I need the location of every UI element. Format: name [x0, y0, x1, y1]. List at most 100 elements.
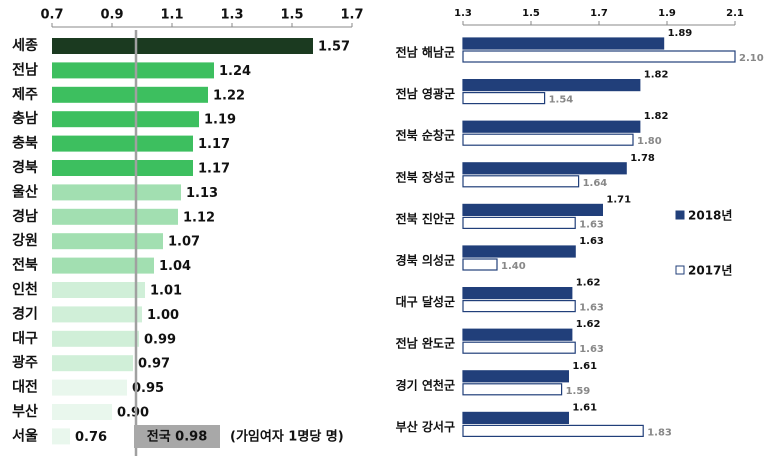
- value-label: 1.62: [576, 278, 601, 289]
- bar: [462, 287, 573, 300]
- x-tick-label: 1.1: [160, 8, 183, 23]
- category-label: 전북 장성군: [396, 169, 455, 184]
- value-label: 1.59: [566, 386, 591, 397]
- category-label: 세종: [12, 38, 38, 54]
- bar: [52, 208, 178, 225]
- value-label: 1.54: [549, 95, 574, 106]
- category-label: 대구: [12, 331, 38, 347]
- bar: [52, 111, 199, 128]
- bar: [52, 355, 133, 372]
- legend-swatch: [675, 210, 685, 220]
- category-label: 충북: [12, 136, 38, 152]
- bar: [462, 258, 498, 271]
- bar: [462, 203, 603, 216]
- category-label: 전북 진안군: [396, 211, 455, 226]
- x-tick-label: 2.1: [726, 8, 744, 19]
- bar: [52, 330, 139, 347]
- bar: [52, 233, 163, 250]
- value-label: 1.78: [630, 153, 655, 164]
- value-label: 1.12: [183, 210, 215, 225]
- category-label: 대구 달성군: [396, 295, 455, 309]
- bar: [52, 86, 208, 103]
- x-tick-label: 1.7: [590, 8, 608, 19]
- reference-box: [134, 425, 220, 448]
- category-label: 대전: [12, 379, 38, 396]
- value-label: 1.07: [168, 235, 200, 250]
- category-label: 전남 해남군: [396, 45, 455, 60]
- x-tick-label: 1.9: [658, 8, 676, 19]
- bar: [52, 135, 193, 152]
- bar: [462, 175, 580, 188]
- value-label: 0.76: [75, 430, 107, 445]
- value-label: 1.89: [668, 28, 693, 39]
- value-label: 1.71: [606, 194, 631, 205]
- category-label: 경남: [12, 208, 38, 225]
- bar: [52, 38, 313, 54]
- bar: [462, 37, 665, 50]
- category-label: 경북 의성군: [396, 253, 455, 268]
- reference-label: 전국 0.98: [147, 429, 208, 445]
- value-label: 0.97: [138, 357, 170, 372]
- bar: [462, 78, 641, 92]
- bar: [462, 341, 576, 354]
- value-label: 1.63: [579, 344, 604, 355]
- legend-label: 2017년: [688, 264, 732, 278]
- value-label: 1.61: [572, 361, 597, 372]
- value-label: 1.64: [583, 178, 608, 189]
- value-label: 1.82: [644, 70, 669, 81]
- category-label: 경기: [12, 305, 38, 322]
- bar: [52, 306, 142, 323]
- value-label: 1.63: [579, 219, 604, 230]
- x-tick-label: 1.5: [522, 8, 540, 19]
- bar: [52, 428, 70, 445]
- x-tick-label: 1.3: [454, 8, 472, 19]
- category-label: 충남: [12, 110, 38, 127]
- value-label: 1.17: [198, 162, 230, 177]
- value-label: 1.04: [159, 259, 191, 274]
- legend-swatch: [675, 265, 685, 275]
- bar: [52, 282, 145, 298]
- value-label: 1.57: [318, 40, 350, 55]
- value-label: 1.82: [644, 111, 669, 122]
- bar: [52, 404, 112, 420]
- x-tick-label: 0.9: [100, 8, 123, 23]
- x-tick-label: 1.7: [340, 8, 363, 23]
- bar: [462, 120, 641, 133]
- bar: [462, 245, 576, 258]
- x-tick-label: 0.7: [40, 8, 63, 23]
- value-label: 1.00: [147, 308, 179, 323]
- bar: [462, 133, 634, 146]
- category-label: 광주: [12, 354, 38, 371]
- category-label: 제주: [12, 87, 38, 103]
- value-label: 0.99: [144, 332, 176, 347]
- category-label: 전남 영광군: [396, 86, 455, 101]
- bar: [462, 162, 627, 175]
- category-label: 전남: [12, 61, 38, 78]
- bar: [462, 424, 644, 437]
- value-label: 1.80: [637, 136, 662, 147]
- bar: [462, 300, 576, 313]
- legend-label: 2018년: [688, 209, 732, 223]
- value-label: 1.63: [579, 303, 604, 314]
- value-label: 1.22: [213, 88, 245, 103]
- note: (가임여자 1명당 명): [230, 429, 344, 445]
- category-label: 전북: [12, 257, 38, 274]
- category-label: 서울: [12, 427, 38, 444]
- bar: [462, 383, 563, 396]
- bar: [52, 257, 154, 274]
- bar: [52, 379, 127, 396]
- bar: [52, 184, 181, 201]
- value-label: 1.63: [579, 236, 604, 247]
- category-label: 강원: [12, 232, 38, 249]
- x-tick-label: 1.5: [280, 8, 303, 23]
- value-label: 1.19: [204, 113, 236, 128]
- value-label: 0.90: [117, 406, 149, 421]
- category-label: 부산: [12, 403, 38, 420]
- value-label: 1.83: [647, 427, 672, 438]
- value-label: 2.10: [739, 53, 764, 64]
- category-label: 전북 순창군: [396, 128, 455, 143]
- value-label: 1.13: [186, 186, 218, 201]
- value-label: 1.61: [572, 402, 597, 413]
- value-label: 1.01: [150, 284, 182, 299]
